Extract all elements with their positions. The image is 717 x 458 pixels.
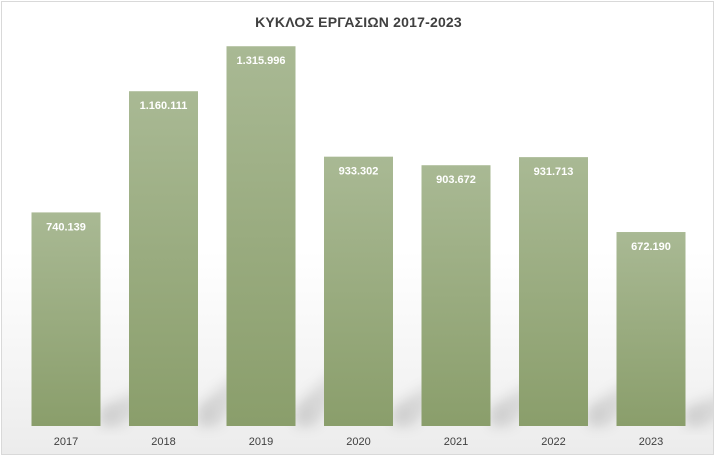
chart-title: ΚΥΚΛΟΣ ΕΡΓΑΣΙΩΝ 2017-2023 [255,14,462,30]
bar-2023 [616,232,686,426]
x-tick-label-2019: 2019 [249,436,273,448]
data-label-2021: 903.672 [436,174,476,186]
bar-2019 [226,46,296,427]
x-tick-label-2017: 2017 [54,436,78,448]
bar-2021 [421,165,491,426]
bar-2020 [324,156,393,426]
data-label-2020: 933.302 [339,166,379,178]
bar-2018 [129,91,198,427]
data-label-2023: 672.190 [631,241,671,253]
data-label-2022: 931.713 [534,166,574,178]
data-label-2017: 740.139 [46,221,86,233]
x-tick-label-2023: 2023 [639,436,663,448]
bar-2022 [519,157,588,426]
x-tick-label-2018: 2018 [151,436,175,448]
bar-2017 [31,212,101,426]
x-tick-label-2020: 2020 [346,436,370,448]
data-label-2018: 1.160.111 [140,100,188,112]
bar-shadow-2023 [685,396,713,426]
data-label-2019: 1.315.996 [237,55,286,67]
x-tick-label-2021: 2021 [444,436,468,448]
x-tick-label-2022: 2022 [541,436,565,448]
